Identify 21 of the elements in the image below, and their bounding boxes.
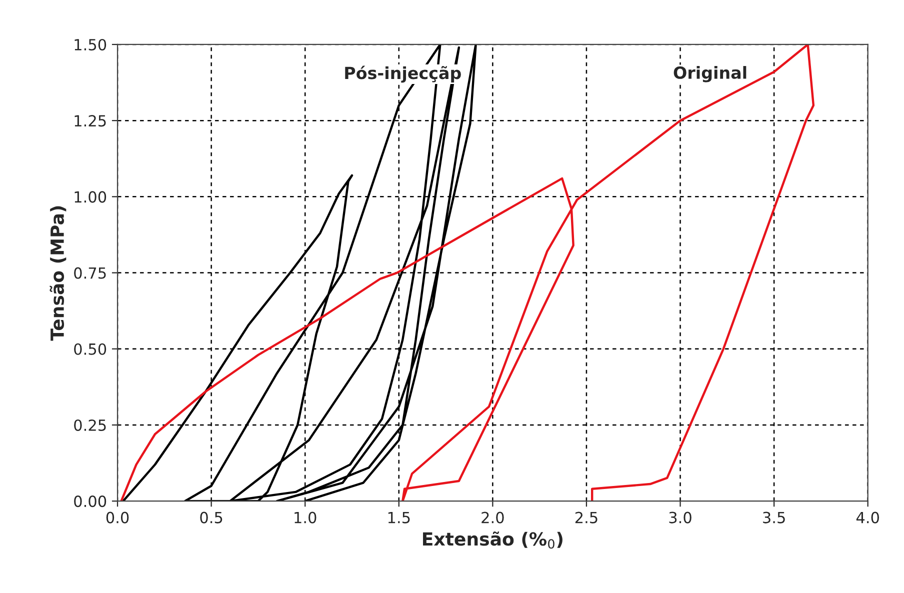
x-tick-label: 3.0: [669, 512, 692, 524]
x-tick-label: 1.0: [294, 512, 316, 524]
y-tick-label: 1.00: [74, 191, 106, 203]
x-tick-label: 0.0: [106, 512, 129, 524]
x-tick-label: 3.5: [763, 512, 785, 524]
x-tick-label: 0.5: [200, 512, 222, 524]
annotation: Pós-injecçãp: [345, 66, 461, 83]
x-tick-label: 2.5: [575, 512, 598, 524]
x-tick-label: 2.0: [482, 512, 504, 524]
y-tick-label: 0.75: [74, 267, 106, 279]
y-tick-label: 0.50: [74, 343, 106, 355]
y-tick-label: 1.50: [74, 38, 106, 50]
annotation: Original: [674, 66, 746, 82]
y-tick-label: 0.00: [74, 496, 106, 508]
line-series: [120, 44, 815, 502]
x-tick-label: 4.0: [856, 512, 879, 524]
y-tick-label: 1.25: [74, 115, 106, 127]
y-tick-label: 0.25: [74, 419, 106, 432]
x-tick-label: 1.5: [388, 512, 410, 524]
x-axis-title: Extensão (%$_{0}$): [423, 531, 562, 549]
y-axis-title: Tensão (MPa): [50, 206, 66, 341]
